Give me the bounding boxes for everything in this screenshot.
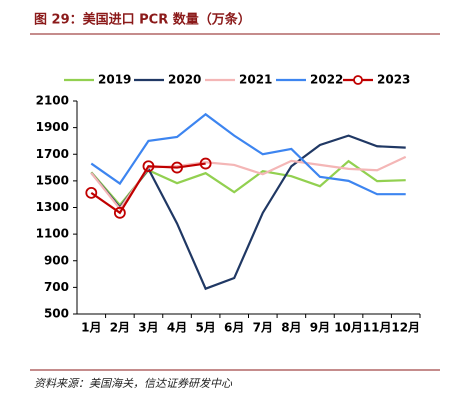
x-tick-label: 2月 <box>110 321 130 335</box>
legend-label: 2019 <box>98 73 131 87</box>
series-line <box>90 112 406 196</box>
y-tick-label: 900 <box>44 253 69 267</box>
x-tick-label: 9月 <box>310 321 330 335</box>
x-tick-label: 10月 <box>334 321 363 335</box>
y-tick-label: 1500 <box>36 173 69 187</box>
x-tick-label: 12月 <box>391 321 420 335</box>
legend-label: 2023 <box>377 73 410 87</box>
chart-title: 图 29：美国进口 PCR 数量（万条） <box>34 12 251 28</box>
point <box>142 160 155 173</box>
y-tick-label: 1700 <box>36 147 69 161</box>
point <box>171 161 183 174</box>
x-tick-label: 1月 <box>81 321 101 335</box>
legend-marker <box>353 75 363 85</box>
legend-label: 2020 <box>168 73 201 87</box>
source: 资料来源：美国海关，信达证券研发中心 <box>34 377 233 390</box>
x-tick-label: 3月 <box>138 321 158 335</box>
point <box>85 186 98 199</box>
point <box>113 206 126 219</box>
y-tick-label: 1100 <box>36 227 69 241</box>
legend-label: 2021 <box>239 73 272 87</box>
x-tick-label: 11月 <box>363 321 392 335</box>
x-tick-label: 6月 <box>224 321 244 335</box>
series-line <box>90 134 406 291</box>
x-tick-label: 7月 <box>253 321 273 335</box>
legend-label: 2022 <box>310 73 343 87</box>
x-tick-label: 8月 <box>281 321 301 335</box>
y-tick-label: 1900 <box>36 120 69 134</box>
y-tick-label: 2100 <box>36 94 69 108</box>
x-tick-label: 5月 <box>195 321 215 335</box>
point <box>199 157 212 170</box>
y-tick-label: 700 <box>44 280 69 294</box>
y-tick-label: 1300 <box>36 200 69 214</box>
x-tick-label: 4月 <box>167 321 187 335</box>
series-line <box>90 162 206 215</box>
y-tick-label: 500 <box>44 307 69 321</box>
